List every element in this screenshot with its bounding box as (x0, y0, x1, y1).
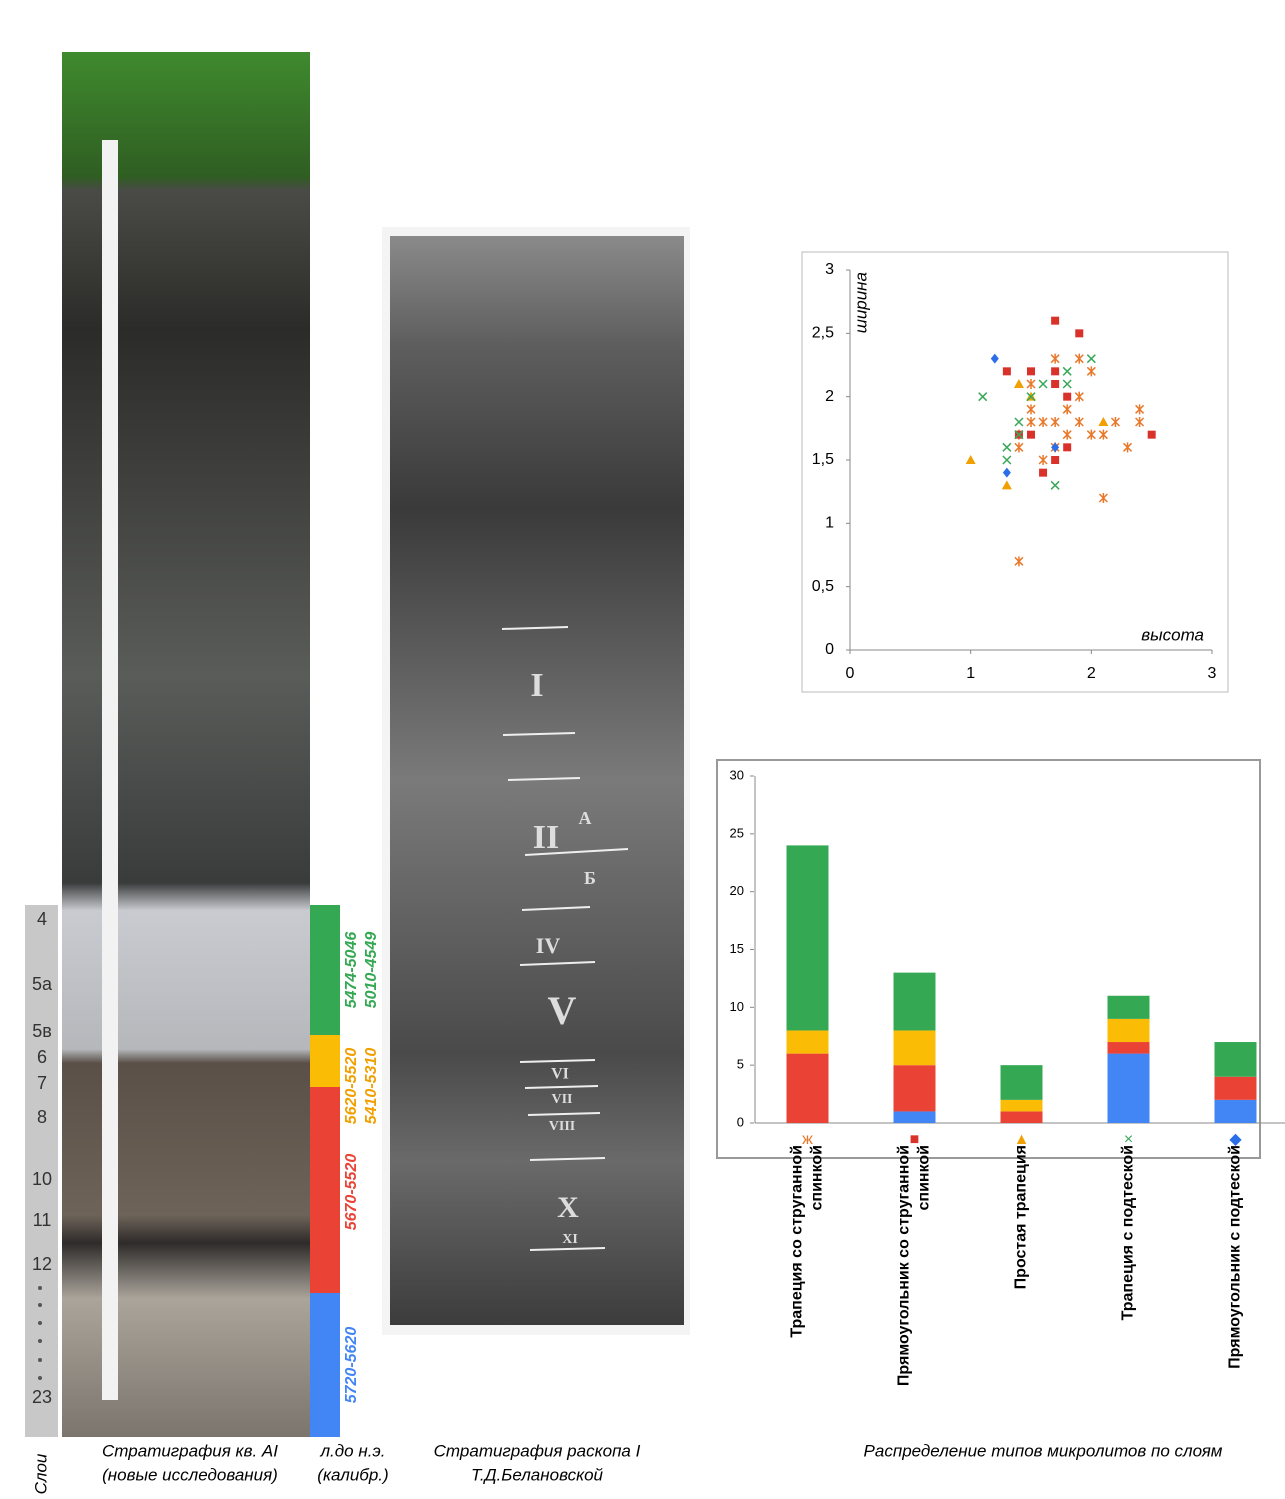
layer-label: 4 (37, 909, 47, 929)
point (1063, 393, 1071, 401)
bar-segment (1108, 996, 1150, 1019)
caption: Стратиграфия кв. AI (102, 1441, 278, 1460)
layer-label: 12 (32, 1254, 52, 1274)
bar-segment (894, 973, 936, 1031)
numeral: II (533, 819, 559, 856)
y-tick-label: 0 (737, 1114, 744, 1129)
caption: Стратиграфия раскопа I (434, 1441, 641, 1460)
date-label: 5720-5620 (343, 1327, 360, 1404)
point (1075, 329, 1083, 337)
date-label: 5670-5520 (343, 1154, 360, 1231)
bar-segment (1001, 1065, 1043, 1100)
category-label: Прямоугольник с подтеской (1226, 1145, 1246, 1395)
point (1051, 456, 1059, 464)
bar-segment (1108, 1042, 1150, 1054)
figure: Слои Стратиграфия кв. AI (новые исследов… (0, 0, 1285, 1499)
numeral: XI (562, 1232, 578, 1247)
y-tick-label: 1,5 (812, 451, 834, 468)
y-tick-label: 2 (825, 388, 834, 405)
caption: Слои (31, 1453, 50, 1494)
y-tick-label: 1 (825, 515, 834, 532)
measuring-rod (102, 140, 118, 1400)
numeral: IV (536, 933, 561, 958)
date-bar (310, 1035, 340, 1087)
numeral: VIII (549, 1119, 575, 1134)
caption: (новые исследования) (102, 1465, 278, 1484)
y-tick-label: 2,5 (812, 325, 834, 342)
x-axis-label: высота (1141, 625, 1204, 644)
point (1027, 431, 1035, 439)
category-label: Простая трапеция (1012, 1145, 1032, 1395)
y-tick-label: 25 (730, 825, 744, 840)
bar-segment (1215, 1100, 1257, 1123)
numeral: X (557, 1191, 579, 1224)
point (1039, 469, 1047, 477)
bar-segment (894, 1111, 936, 1123)
date-label: 5010-4549 (363, 932, 380, 1009)
layer-label: 8 (37, 1107, 47, 1127)
y-axis-label: ширина (851, 272, 870, 333)
y-tick-label: 30 (730, 767, 744, 782)
bar-segment (894, 1065, 936, 1111)
point (1148, 431, 1156, 439)
numeral: А (579, 808, 592, 828)
caption: л.до н.э. (319, 1441, 385, 1460)
bar-segment (894, 1030, 936, 1065)
bar-segment (1001, 1100, 1043, 1112)
page: Слои Стратиграфия кв. AI (новые исследов… (0, 0, 1285, 1499)
numeral: V (548, 988, 577, 1033)
y-tick-label: 0,5 (812, 578, 834, 595)
layer-label: 5в (32, 1021, 52, 1041)
numeral: VI (551, 1066, 569, 1083)
point (1063, 443, 1071, 451)
category-label: Трапеция со струганной спинкой (788, 1145, 828, 1395)
layer-label: 23 (32, 1387, 52, 1407)
x-tick-label: 1 (966, 665, 975, 682)
numeral: VII (551, 1092, 572, 1107)
layer-label: 10 (32, 1169, 52, 1189)
date-bar (310, 1087, 340, 1293)
layer-label: 7 (37, 1073, 47, 1093)
layer-label: 6 (37, 1047, 47, 1067)
bar-segment (1215, 1077, 1257, 1100)
x-tick-label: 0 (846, 665, 855, 682)
y-tick-label: 0 (825, 641, 834, 658)
y-tick-label: 20 (730, 883, 744, 898)
y-tick-label: 10 (730, 999, 744, 1014)
date-label: 5474-5046 (343, 932, 360, 1009)
layer-label: 5а (32, 974, 53, 994)
bar-segment (1108, 1019, 1150, 1042)
category-label: Прямоугольник со струганной спинкой (895, 1145, 935, 1395)
point (1027, 367, 1035, 375)
point (1003, 367, 1011, 375)
numeral: I (530, 667, 543, 704)
bar-segment (787, 1054, 829, 1123)
y-tick-label: 5 (737, 1057, 744, 1072)
date-label: 5620-5520 (343, 1048, 360, 1125)
section-photo (62, 52, 310, 1437)
x-tick-label: 2 (1087, 665, 1096, 682)
category-label: Трапеция с подтеской (1119, 1145, 1139, 1395)
caption: Т.Д.Белановской (471, 1465, 604, 1484)
bar-segment (1108, 1054, 1150, 1123)
date-bar (310, 1293, 340, 1437)
date-bar (310, 905, 340, 1035)
numeral: Б (584, 868, 596, 888)
bar-segment (787, 1030, 829, 1053)
bar-segment (787, 845, 829, 1030)
point (1051, 380, 1059, 388)
point (1051, 367, 1059, 375)
y-tick-label: 3 (825, 261, 834, 278)
point (1051, 317, 1059, 325)
old-photo (390, 236, 684, 1325)
date-label: 5410-5310 (363, 1048, 380, 1125)
caption: (калибр.) (317, 1465, 388, 1484)
x-tick-label: 3 (1208, 665, 1217, 682)
bar-segment (1215, 1042, 1257, 1077)
layer-label: 11 (33, 1210, 52, 1230)
bar-segment (1001, 1111, 1043, 1123)
y-tick-label: 15 (730, 941, 744, 956)
caption: Распределение типов микролитов по слоям (864, 1441, 1223, 1460)
